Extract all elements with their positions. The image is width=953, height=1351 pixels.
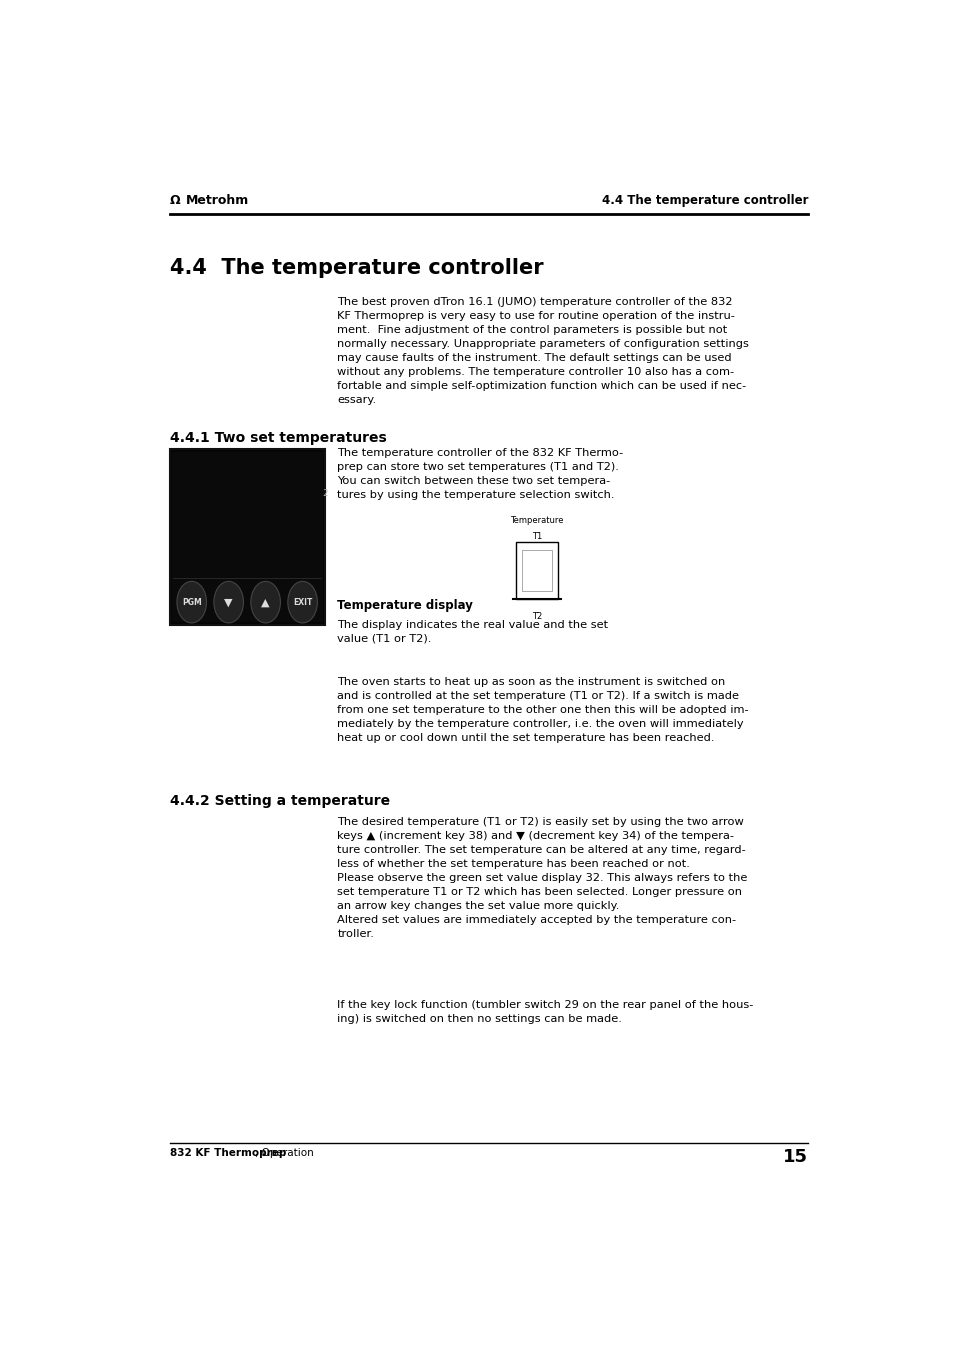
Text: The oven starts to heat up as soon as the instrument is switched on
and is contr: The oven starts to heat up as soon as th… bbox=[337, 677, 748, 743]
Text: Temperature: Temperature bbox=[510, 516, 563, 524]
Text: 4.4  The temperature controller: 4.4 The temperature controller bbox=[170, 258, 542, 278]
Text: If the key lock function (tumbler switch 29 on the rear panel of the hous-
ing) : If the key lock function (tumbler switch… bbox=[337, 1000, 753, 1024]
Text: 100.0: 100.0 bbox=[194, 504, 277, 531]
Text: EXIT: EXIT bbox=[293, 597, 312, 607]
Text: T2: T2 bbox=[532, 612, 541, 620]
Text: The desired temperature (T1 or T2) is easily set by using the two arrow
keys ▲ (: The desired temperature (T1 or T2) is ea… bbox=[337, 817, 747, 939]
Bar bbox=[521, 550, 551, 590]
Circle shape bbox=[213, 581, 243, 623]
Text: 99.7: 99.7 bbox=[196, 463, 290, 501]
Text: The best proven dTron 16.1 (JUMO) temperature controller of the 832
KF Thermopre: The best proven dTron 16.1 (JUMO) temper… bbox=[337, 297, 748, 405]
Circle shape bbox=[176, 581, 206, 623]
Bar bbox=[516, 542, 558, 598]
Text: K3  /: K3 / bbox=[304, 504, 321, 512]
Circle shape bbox=[288, 581, 317, 623]
Text: The display indicates the real value and the set
value (T1 or T2).: The display indicates the real value and… bbox=[337, 620, 608, 644]
Text: ▲: ▲ bbox=[261, 597, 270, 607]
Circle shape bbox=[251, 581, 280, 623]
Text: Metrohm: Metrohm bbox=[186, 195, 249, 207]
Text: ▼: ▼ bbox=[224, 597, 233, 607]
Text: 15: 15 bbox=[782, 1148, 807, 1166]
Text: dTRON 16.1: dTRON 16.1 bbox=[223, 459, 269, 469]
Text: Temperature display: Temperature display bbox=[337, 598, 473, 612]
Bar bbox=[170, 450, 324, 626]
Text: , Operation: , Operation bbox=[254, 1148, 313, 1158]
Text: 4.4.1 Two set temperatures: 4.4.1 Two set temperatures bbox=[170, 431, 386, 444]
Text: K1  K2: K1 K2 bbox=[304, 489, 328, 497]
Text: PGM: PGM bbox=[182, 597, 201, 607]
Text: T1: T1 bbox=[532, 532, 541, 542]
Text: 4.4.2 Setting a temperature: 4.4.2 Setting a temperature bbox=[170, 793, 389, 808]
Text: 4.4 The temperature controller: 4.4 The temperature controller bbox=[601, 195, 807, 207]
Text: 832 KF Thermoprep: 832 KF Thermoprep bbox=[170, 1148, 286, 1158]
Text: JUMO: JUMO bbox=[186, 459, 209, 469]
Text: Ω: Ω bbox=[170, 195, 180, 207]
Bar bbox=[172, 453, 322, 621]
Text: The temperature controller of the 832 KF Thermo-
prep can store two set temperat: The temperature controller of the 832 KF… bbox=[337, 449, 623, 500]
